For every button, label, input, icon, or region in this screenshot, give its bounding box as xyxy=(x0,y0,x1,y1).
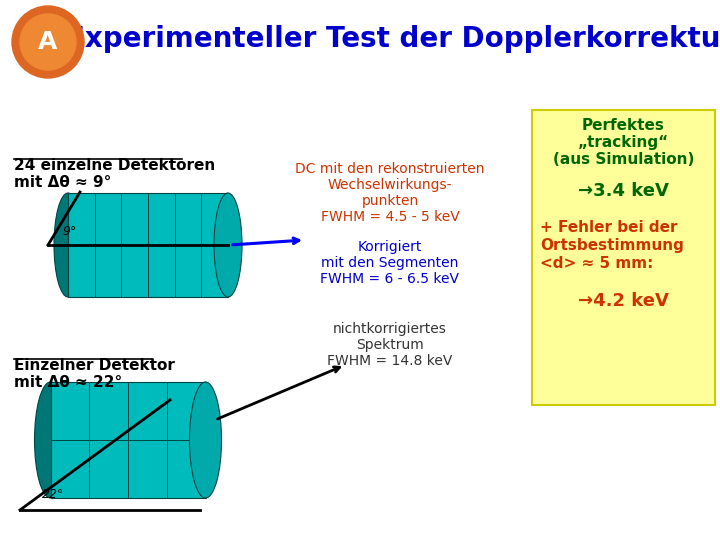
Text: Ortsbestimmung: Ortsbestimmung xyxy=(540,238,684,253)
Text: mit den Segmenten: mit den Segmenten xyxy=(321,256,459,270)
Text: Experimenteller Test der Dopplerkorrektur: Experimenteller Test der Dopplerkorrektu… xyxy=(66,25,720,53)
Circle shape xyxy=(12,6,84,78)
Text: 24 einzelne Detektoren: 24 einzelne Detektoren xyxy=(14,158,215,173)
Text: →3.4 keV: →3.4 keV xyxy=(578,182,669,200)
Text: Einzelner Detektor: Einzelner Detektor xyxy=(14,358,175,373)
Text: mit Δθ ≈ 22°: mit Δθ ≈ 22° xyxy=(14,375,122,390)
Text: Korrigiert: Korrigiert xyxy=(358,240,422,254)
Ellipse shape xyxy=(189,382,222,498)
Text: FWHM = 6 - 6.5 keV: FWHM = 6 - 6.5 keV xyxy=(320,272,459,286)
Text: (aus Simulation): (aus Simulation) xyxy=(553,152,694,167)
Text: mit Δθ ≈ 9°: mit Δθ ≈ 9° xyxy=(14,175,112,190)
Polygon shape xyxy=(50,382,205,498)
Text: 9°: 9° xyxy=(62,225,76,238)
Text: Spektrum: Spektrum xyxy=(356,338,424,352)
Circle shape xyxy=(20,14,76,70)
Text: Perfektes: Perfektes xyxy=(582,118,665,133)
Text: „tracking“: „tracking“ xyxy=(578,135,669,150)
Bar xyxy=(532,110,715,405)
Text: DC mit den rekonstruierten: DC mit den rekonstruierten xyxy=(295,162,485,176)
Ellipse shape xyxy=(214,193,242,297)
Ellipse shape xyxy=(54,193,82,297)
Text: Wechselwirkungs-: Wechselwirkungs- xyxy=(328,178,452,192)
Ellipse shape xyxy=(35,382,66,498)
Text: FWHM = 4.5 - 5 keV: FWHM = 4.5 - 5 keV xyxy=(320,210,459,224)
Text: 22°: 22° xyxy=(42,488,64,501)
Text: →4.2 keV: →4.2 keV xyxy=(578,292,669,310)
Text: <d> ≈ 5 mm:: <d> ≈ 5 mm: xyxy=(540,256,653,271)
Text: A: A xyxy=(38,30,58,54)
Text: punkten: punkten xyxy=(361,194,418,208)
Text: + Fehler bei der: + Fehler bei der xyxy=(540,220,678,235)
Text: nichtkorrigiertes: nichtkorrigiertes xyxy=(333,322,447,336)
Text: FWHM = 14.8 keV: FWHM = 14.8 keV xyxy=(328,354,453,368)
Polygon shape xyxy=(68,193,228,297)
